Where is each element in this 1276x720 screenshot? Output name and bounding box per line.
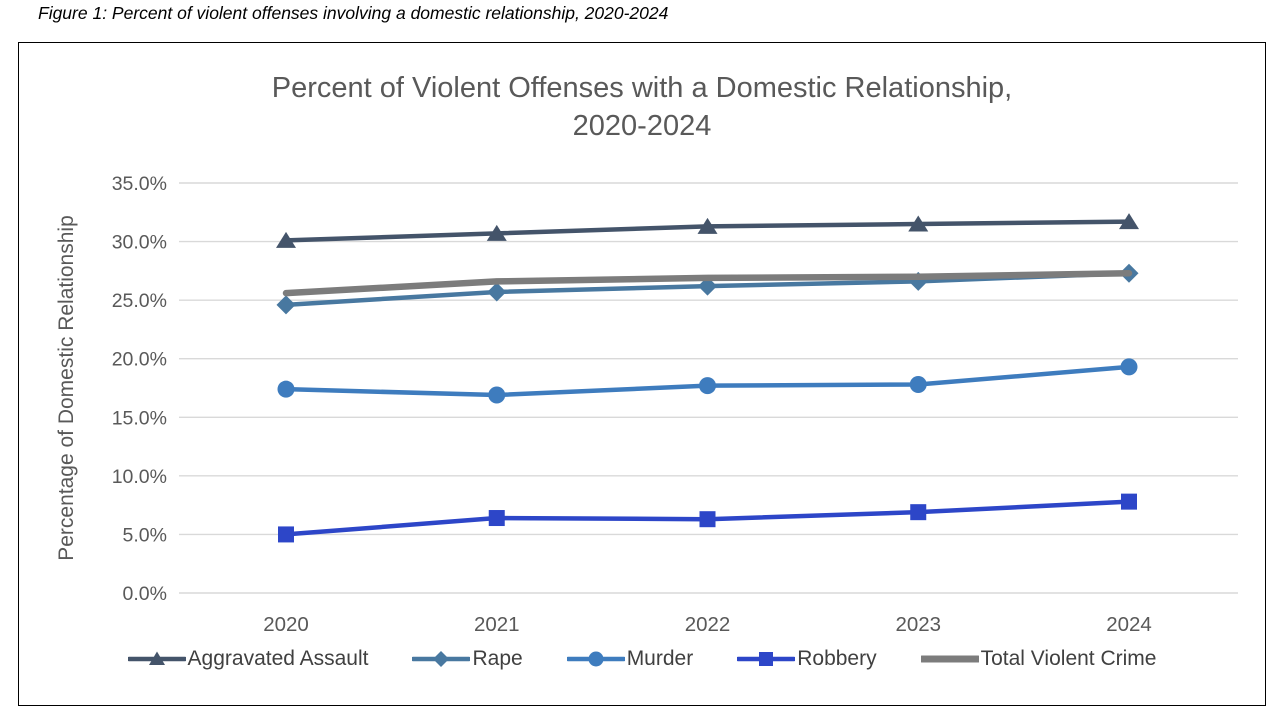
y-tick-label: 30.0% bbox=[112, 232, 167, 254]
triangle-marker-aggravated-assault bbox=[908, 215, 929, 232]
triangle-marker-aggravated-assault bbox=[1119, 213, 1139, 230]
chart-legend: Aggravated Assault Rape Murder Robbery Total… bbox=[19, 647, 1265, 671]
x-tick-label: 2020 bbox=[263, 613, 309, 636]
y-tick-label: 10.0% bbox=[112, 466, 167, 488]
x-tick-label: 2022 bbox=[685, 613, 731, 636]
legend-label-murder: Murder bbox=[626, 647, 694, 670]
legend-item-murder[interactable]: Murder bbox=[566, 647, 694, 671]
y-tick-label: 0.0% bbox=[123, 583, 167, 605]
square-marker-robbery bbox=[278, 526, 294, 543]
y-tick-label: 5.0% bbox=[123, 524, 167, 546]
circle-marker-murder bbox=[699, 377, 716, 395]
circle-marker-murder bbox=[488, 386, 506, 404]
series-line-total-violent-crime bbox=[282, 269, 1133, 297]
legend-marker-murder bbox=[566, 651, 625, 667]
legend-label-robbery: Robbery bbox=[797, 647, 877, 670]
legend-item-robbery[interactable]: Robbery bbox=[737, 647, 877, 671]
legend-marker-aggravated-assault bbox=[127, 651, 186, 665]
triangle-marker-aggravated-assault bbox=[276, 231, 296, 248]
figure-caption: Figure 1: Percent of violent offenses in… bbox=[38, 3, 669, 23]
legend-label-total-violent-crime: Total Violent Crime bbox=[980, 647, 1157, 670]
line-chart: 0.0% 5.0% 10.0% 15.0% 20.0% 25.0% 30.0% 35.0% 20… bbox=[55, 173, 1238, 636]
circle-marker-murder bbox=[277, 380, 295, 398]
y-tick-label: 25.0% bbox=[112, 290, 167, 312]
x-tick-label: 2024 bbox=[1106, 613, 1152, 636]
legend-item-aggravated-assault[interactable]: Aggravated Assault bbox=[127, 647, 369, 671]
diamond-marker-rape bbox=[487, 282, 507, 302]
y-tick-label: 20.0% bbox=[112, 349, 167, 371]
legend-marker-total-violent-crime bbox=[920, 655, 979, 663]
triangle-marker-aggravated-assault bbox=[486, 224, 507, 241]
circle-marker-murder bbox=[1120, 358, 1138, 376]
diamond-marker-rape bbox=[698, 276, 717, 296]
y-tick-label: 35.0% bbox=[112, 173, 167, 195]
legend-label-rape: Rape bbox=[472, 647, 523, 670]
x-tick-label: 2023 bbox=[895, 613, 941, 636]
square-marker-robbery bbox=[910, 504, 927, 521]
x-tick-label: 2021 bbox=[474, 613, 520, 636]
diamond-marker-rape bbox=[276, 295, 296, 315]
y-tick-label: 15.0% bbox=[112, 407, 167, 429]
legend-item-total-violent-crime[interactable]: Total Violent Crime bbox=[920, 647, 1157, 671]
legend-label-aggravated-assault: Aggravated Assault bbox=[187, 647, 369, 670]
legend-item-rape[interactable]: Rape bbox=[412, 647, 523, 671]
y-axis-title: Percentage of Domestic Relationship bbox=[55, 215, 78, 561]
square-marker-robbery bbox=[699, 511, 716, 528]
triangle-marker-aggravated-assault bbox=[697, 217, 718, 234]
circle-marker-murder bbox=[909, 375, 927, 393]
square-marker-robbery bbox=[1121, 493, 1137, 510]
square-marker-robbery bbox=[488, 510, 505, 527]
chart-container: 0.0% 5.0% 10.0% 15.0% 20.0% 25.0% 30.0% 35.0% 20… bbox=[18, 42, 1266, 706]
legend-marker-robbery bbox=[737, 652, 796, 666]
legend-marker-rape bbox=[412, 651, 471, 667]
